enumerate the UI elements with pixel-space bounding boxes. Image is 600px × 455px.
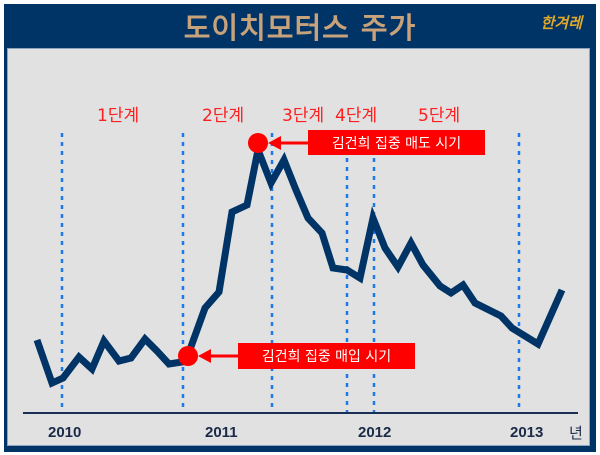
stage-label: 1단계 <box>97 106 140 126</box>
plot-panel <box>7 48 590 446</box>
buy-callout: 김건희 집중 매입 시기 <box>238 343 415 369</box>
x-tick-label: 2012 <box>358 424 392 441</box>
stage-label: 4단계 <box>335 106 378 126</box>
buy-arrow-head <box>198 349 211 363</box>
sell-arrow-head <box>268 136 281 150</box>
chart-frame: 도이치모터스 주가 한겨레 <box>4 4 596 452</box>
publisher-logo: 한겨레 <box>540 14 582 32</box>
chart-title: 도이치모터스 주가 <box>183 11 417 45</box>
sell-marker <box>248 133 268 153</box>
x-axis-unit: 년 <box>569 424 583 442</box>
buy-marker <box>178 346 198 366</box>
sell-callout: 김건희 집중 매도 시기 <box>308 130 485 155</box>
x-tick-label: 2011 <box>205 424 238 441</box>
x-tick-label: 2013 <box>510 424 544 441</box>
stage-label: 5단계 <box>418 106 461 126</box>
stage-label: 3단계 <box>282 106 325 126</box>
price-line <box>33 137 566 388</box>
stage-label: 2단계 <box>202 106 245 126</box>
title-bar: 도이치모터스 주가 한겨레 <box>4 4 596 48</box>
x-tick-label: 2010 <box>48 424 82 441</box>
